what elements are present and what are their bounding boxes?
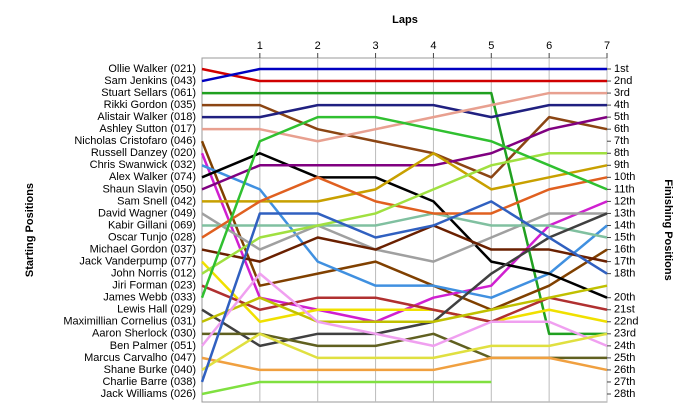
series-line (201, 332, 608, 371)
y2-tick-label: 23rd (614, 328, 636, 340)
x-tick-label: 2 (315, 40, 321, 52)
legend-label: Shaun Slavin (050) (102, 183, 196, 195)
y2-tick-label: 21st (614, 304, 635, 316)
y2-tick-label: 16th (614, 243, 635, 255)
x-tick-label: 7 (604, 40, 610, 52)
series-line (201, 67, 607, 83)
legend-label: Jack Vanderpump (077) (79, 255, 196, 267)
series-line (201, 284, 608, 324)
y2-tick-label: 10th (614, 171, 635, 183)
series-line (201, 152, 608, 299)
y2-tick-label: 20th (614, 292, 635, 304)
legend-label: Charlie Barre (038) (102, 376, 196, 388)
series-line (200, 115, 608, 299)
y2-tick-label: 17th (614, 255, 635, 267)
legend-label: Chris Swanwick (032) (90, 159, 196, 171)
y2-tick-label: 7th (614, 135, 629, 147)
legend-label: Maximillian Cornelius (031) (63, 316, 196, 328)
series-line (201, 212, 607, 263)
y2-tick-label: 3rd (614, 87, 630, 99)
y-axis-label: Starting Positions (24, 183, 36, 277)
y2-tick-label: 26th (614, 364, 635, 376)
series-line (201, 115, 608, 191)
legend-label: Rikki Gordon (035) (104, 99, 196, 111)
legend-label: Sam Snell (042) (117, 195, 196, 207)
legend-label: David Wagner (049) (98, 207, 196, 219)
legend-label: Russell Danzey (020) (91, 147, 196, 159)
series-line (202, 152, 608, 203)
y2-tick-label: 8th (614, 147, 629, 159)
series-line (200, 140, 608, 311)
legend-label: Ben Palmer (051) (110, 340, 196, 352)
y2-tick-label: 13th (614, 207, 635, 219)
series-line (201, 260, 608, 324)
legend-label: Jiri Forman (023) (112, 280, 196, 292)
series-line (201, 224, 608, 263)
x-tick-label: 5 (488, 40, 494, 52)
y2-axis-label: Finishing Positions (662, 179, 674, 280)
y2-tick-label: 1st (614, 63, 629, 75)
y2-tick-label: 28th (614, 388, 635, 400)
legend-label: Ollie Walker (021) (108, 63, 196, 75)
legend-label: Ashley Sutton (017) (99, 123, 196, 135)
y2-tick-label: 9th (614, 159, 629, 171)
series-line (201, 272, 608, 348)
legend-label: Lewis Hall (029) (117, 304, 196, 316)
legend-label: James Webb (033) (103, 292, 196, 304)
legend-label: Jack Williams (026) (101, 388, 196, 400)
x-tick-label: 1 (257, 40, 263, 52)
legend-label: Kabir Gillani (069) (108, 219, 196, 231)
y2-tick-label: 4th (614, 99, 629, 111)
legend-label: Stuart Sellars (061) (101, 87, 196, 99)
y2-tick-label: 2nd (614, 75, 632, 87)
y2-tick-label: 15th (614, 231, 635, 243)
series-line (201, 152, 607, 275)
legend-label: Shane Burke (040) (104, 364, 196, 376)
legend-label: Alex Walker (074) (109, 171, 196, 183)
y2-tick-label: 11th (614, 183, 635, 195)
y2-tick-label: 12th (614, 195, 635, 207)
legend-label: Sam Jenkins (043) (104, 75, 196, 87)
series-line (200, 200, 608, 383)
series-line (202, 103, 608, 179)
series-line (202, 91, 607, 336)
y2-tick-label: 25th (614, 352, 635, 364)
y2-tick-label: 27th (614, 376, 635, 388)
legend-label: Marcus Carvalho (047) (84, 352, 196, 364)
y2-tick-label: 24th (614, 340, 635, 352)
y2-tick-label: 5th (614, 111, 629, 123)
legend-label: Oscar Tunjo (028) (108, 231, 196, 243)
y2-tick-label: 22nd (614, 316, 638, 328)
y2-tick-label: 18th (614, 268, 635, 280)
y2-tick-label: 6th (614, 123, 629, 135)
legend-label: Michael Gordon (037) (90, 243, 196, 255)
legend-label: John Norris (012) (111, 268, 196, 280)
legend-label: Nicholas Cristofaro (046) (74, 135, 196, 147)
series-line (201, 380, 492, 396)
x-tick-label: 6 (546, 40, 552, 52)
series-line (201, 176, 608, 239)
series-line (202, 212, 608, 239)
x-tick-label: 4 (430, 40, 436, 52)
series-line (201, 67, 607, 83)
series-line (201, 356, 608, 372)
legend-label: Alistair Walker (018) (97, 111, 196, 123)
y2-tick-label: 14th (614, 219, 635, 231)
legend-label: Aaron Sherlock (030) (92, 328, 196, 340)
series-line (202, 103, 607, 119)
series-line (201, 284, 608, 324)
chart-title: Laps (392, 14, 418, 26)
series-line (201, 212, 608, 348)
x-tick-label: 3 (373, 40, 379, 52)
